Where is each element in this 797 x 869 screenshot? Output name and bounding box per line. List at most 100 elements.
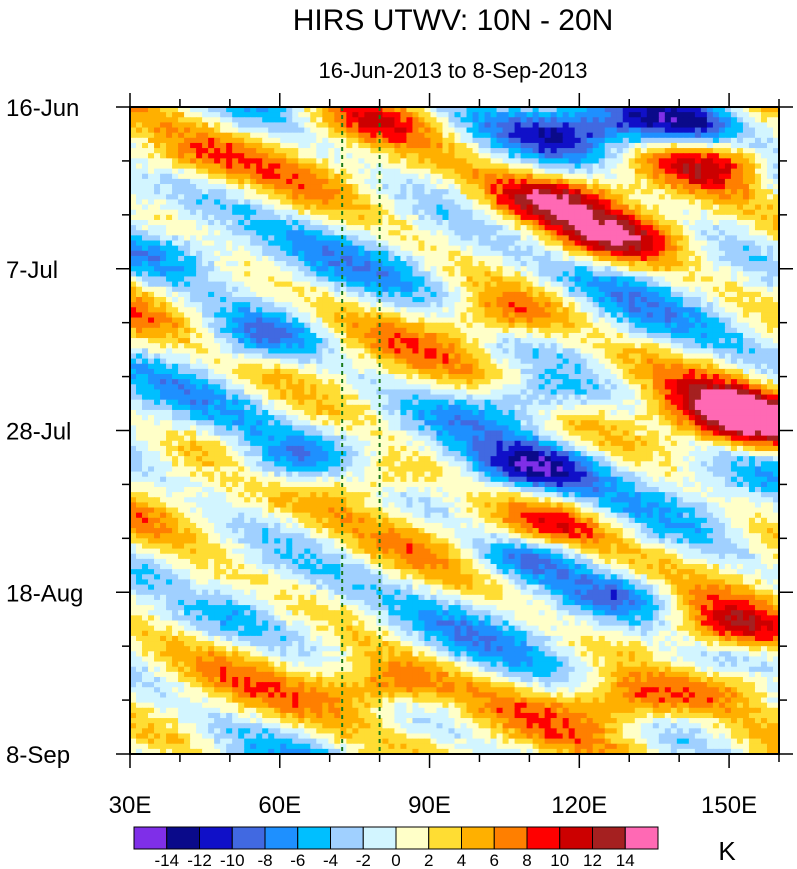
field-cell	[484, 296, 492, 303]
field-cell	[460, 322, 468, 329]
field-cell	[346, 189, 353, 195]
field-cell	[280, 317, 287, 324]
field-cell	[208, 261, 215, 267]
field-cell	[460, 286, 468, 293]
field-cell	[718, 255, 726, 262]
field-cell	[340, 225, 347, 231]
field-cell	[166, 291, 173, 298]
field-cell	[730, 286, 738, 293]
field-cell	[640, 204, 648, 211]
field-cell	[592, 291, 600, 298]
field-cell	[220, 291, 227, 298]
field-cell	[196, 317, 203, 324]
field-cell	[610, 245, 618, 252]
field-cell	[226, 225, 233, 231]
field-cell	[466, 112, 474, 118]
field-cell	[178, 209, 185, 216]
field-cell	[226, 312, 233, 319]
field-cell	[268, 184, 275, 190]
field-cell	[736, 240, 744, 247]
field-cell	[730, 230, 738, 236]
field-cell	[772, 338, 780, 344]
field-cell	[550, 184, 558, 190]
field-cell	[580, 132, 588, 139]
field-cell	[424, 281, 432, 288]
field-cell	[298, 291, 305, 298]
field-cell	[394, 317, 402, 324]
field-cell	[208, 117, 215, 123]
field-cell	[382, 317, 389, 324]
field-cell	[226, 338, 233, 344]
field-cell	[286, 317, 293, 324]
field-cell	[760, 137, 768, 144]
field-cell	[544, 281, 552, 288]
field-cell	[478, 209, 486, 216]
field-cell	[676, 178, 684, 185]
field-cell	[280, 122, 287, 129]
field-cell	[628, 127, 636, 134]
field-cell	[628, 235, 636, 242]
field-cell	[586, 189, 594, 195]
field-cell	[718, 112, 726, 118]
field-cell	[520, 122, 528, 129]
field-cell	[166, 137, 173, 144]
field-cell	[604, 317, 612, 324]
field-cell	[598, 122, 606, 129]
field-cell	[730, 204, 738, 211]
field-cell	[742, 266, 750, 272]
field-cell	[484, 158, 492, 165]
field-cell	[442, 312, 450, 319]
field-cell	[256, 312, 263, 319]
field-cell	[388, 322, 396, 329]
field-cell	[688, 112, 696, 118]
field-cell	[418, 286, 426, 293]
field-cell	[238, 338, 245, 344]
field-cell	[736, 158, 744, 165]
field-cell	[280, 204, 287, 211]
field-cell	[322, 148, 329, 154]
field-cell	[418, 153, 426, 159]
field-cell	[454, 107, 462, 113]
field-cell	[694, 184, 702, 190]
field-cell	[400, 307, 408, 313]
field-cell	[370, 240, 377, 247]
field-cell	[220, 214, 227, 221]
field-cell	[772, 225, 780, 231]
field-cell	[766, 132, 774, 139]
field-cell	[526, 163, 534, 170]
field-cell	[574, 281, 582, 288]
field-cell	[496, 276, 504, 283]
field-cell	[430, 261, 438, 267]
field-cell	[286, 214, 293, 221]
field-cell	[244, 271, 251, 278]
field-cell	[658, 209, 666, 216]
field-cell	[604, 219, 612, 226]
field-cell	[772, 158, 780, 165]
field-cell	[694, 266, 702, 272]
field-cell	[412, 137, 420, 144]
field-cell	[148, 266, 155, 272]
field-cell	[142, 230, 149, 236]
field-cell	[166, 204, 173, 211]
field-cell	[544, 276, 552, 283]
field-cell	[592, 286, 600, 293]
field-cell	[598, 271, 606, 278]
field-cell	[562, 142, 570, 149]
field-cell	[742, 184, 750, 190]
field-cell	[196, 235, 203, 242]
field-cell	[274, 322, 281, 329]
field-cell	[514, 240, 522, 247]
field-cell	[364, 199, 371, 206]
field-cell	[244, 245, 251, 252]
field-cell	[274, 214, 281, 221]
field-cell	[538, 276, 546, 283]
field-cell	[172, 240, 179, 247]
field-cell	[142, 250, 149, 257]
field-cell	[244, 312, 251, 319]
field-cell	[226, 199, 233, 206]
field-cell	[166, 322, 173, 329]
field-cell	[550, 168, 558, 175]
field-cell	[142, 261, 149, 267]
field-cell	[316, 332, 323, 339]
field-cell	[478, 122, 486, 129]
